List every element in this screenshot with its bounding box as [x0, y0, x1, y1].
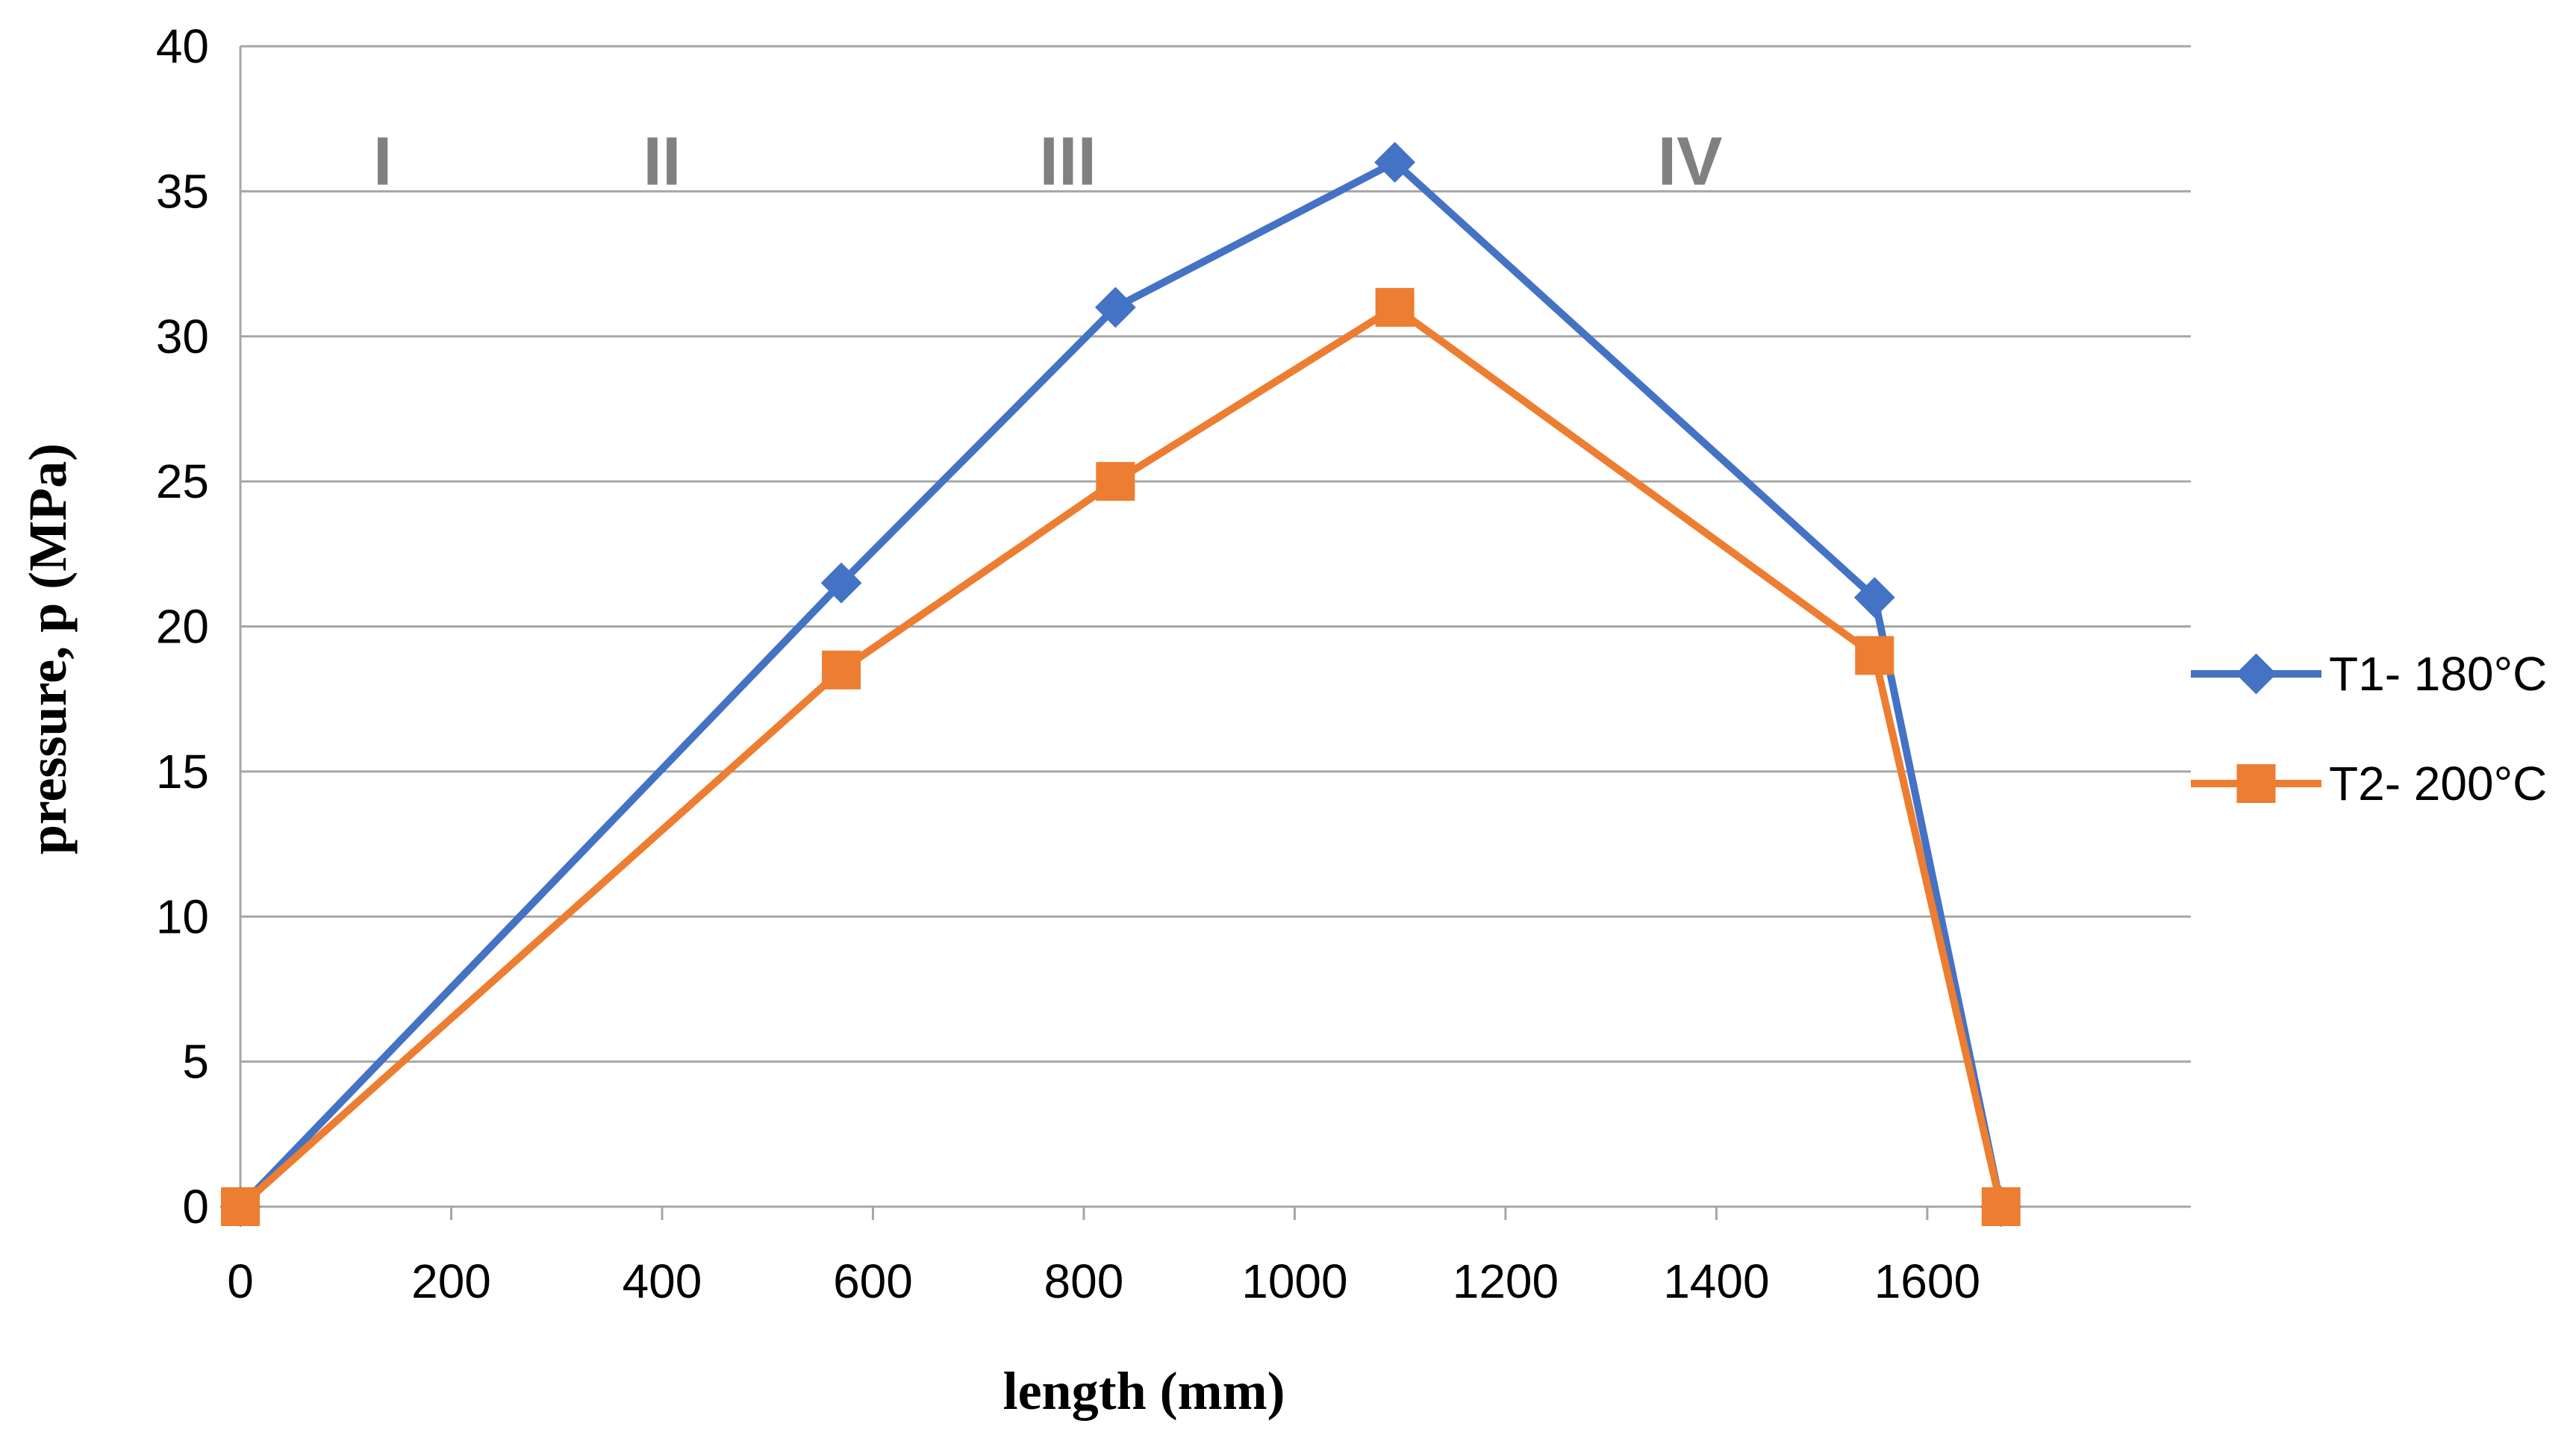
y-axis-title: pressure, p (MPa): [18, 443, 78, 854]
data-point: [822, 650, 861, 690]
legend-item-2: T2- 200°C: [2191, 757, 2547, 810]
x-tick-label: 400: [623, 1254, 702, 1308]
data-point: [221, 1187, 260, 1226]
y-tick-label: 35: [156, 164, 209, 218]
series-line-1: [237, 158, 2005, 1210]
y-tick-label: 40: [156, 19, 209, 73]
x-tick-label: 200: [411, 1254, 491, 1308]
series-2: [221, 287, 2021, 1226]
x-tick-label: 1400: [1663, 1254, 1769, 1308]
series-1: [219, 142, 2022, 1228]
data-point: [1853, 577, 1895, 619]
region-label-1: I: [373, 124, 393, 200]
data-point: [1094, 287, 1136, 328]
region-annotations: I II III IV: [373, 124, 1723, 200]
axes: [239, 46, 2191, 1220]
x-tick-label: 1000: [1241, 1254, 1347, 1308]
x-tick-label: 0: [227, 1254, 254, 1308]
legend-swatch-marker: [2236, 764, 2276, 803]
series-layer: [219, 142, 2022, 1228]
legend-label: T1- 180°C: [2329, 647, 2547, 701]
x-tick-label: 800: [1044, 1254, 1124, 1308]
legend: T1- 180°C T2- 200°C: [2191, 647, 2547, 810]
series-line-2: [237, 303, 2005, 1210]
y-tick-label: 25: [156, 454, 209, 508]
data-point: [1374, 142, 1416, 183]
x-axis-title: length (mm): [1003, 1361, 1285, 1421]
x-tick-label: 1200: [1453, 1254, 1559, 1308]
legend-label: T2- 200°C: [2329, 757, 2547, 810]
data-point: [1375, 287, 1415, 327]
y-tick-label: 20: [156, 600, 209, 654]
data-point: [820, 562, 862, 604]
x-tick-label: 1600: [1874, 1254, 1980, 1308]
data-point: [1855, 636, 1894, 675]
region-label-2: II: [643, 124, 681, 200]
y-tick-label: 0: [182, 1180, 209, 1234]
y-tick-label: 5: [182, 1035, 209, 1089]
y-tick-label: 10: [156, 890, 209, 943]
y-tick-label: 15: [156, 745, 209, 798]
legend-item-1: T1- 180°C: [2191, 647, 2547, 701]
y-tick-label: 30: [156, 310, 209, 363]
data-point: [1096, 462, 1135, 501]
gridlines: [240, 45, 2191, 1063]
data-point: [1981, 1187, 2021, 1226]
region-label-4: IV: [1658, 124, 1723, 200]
legend-swatch-marker: [2236, 653, 2277, 695]
region-label-3: III: [1039, 124, 1097, 200]
x-tick-label: 600: [833, 1254, 913, 1308]
